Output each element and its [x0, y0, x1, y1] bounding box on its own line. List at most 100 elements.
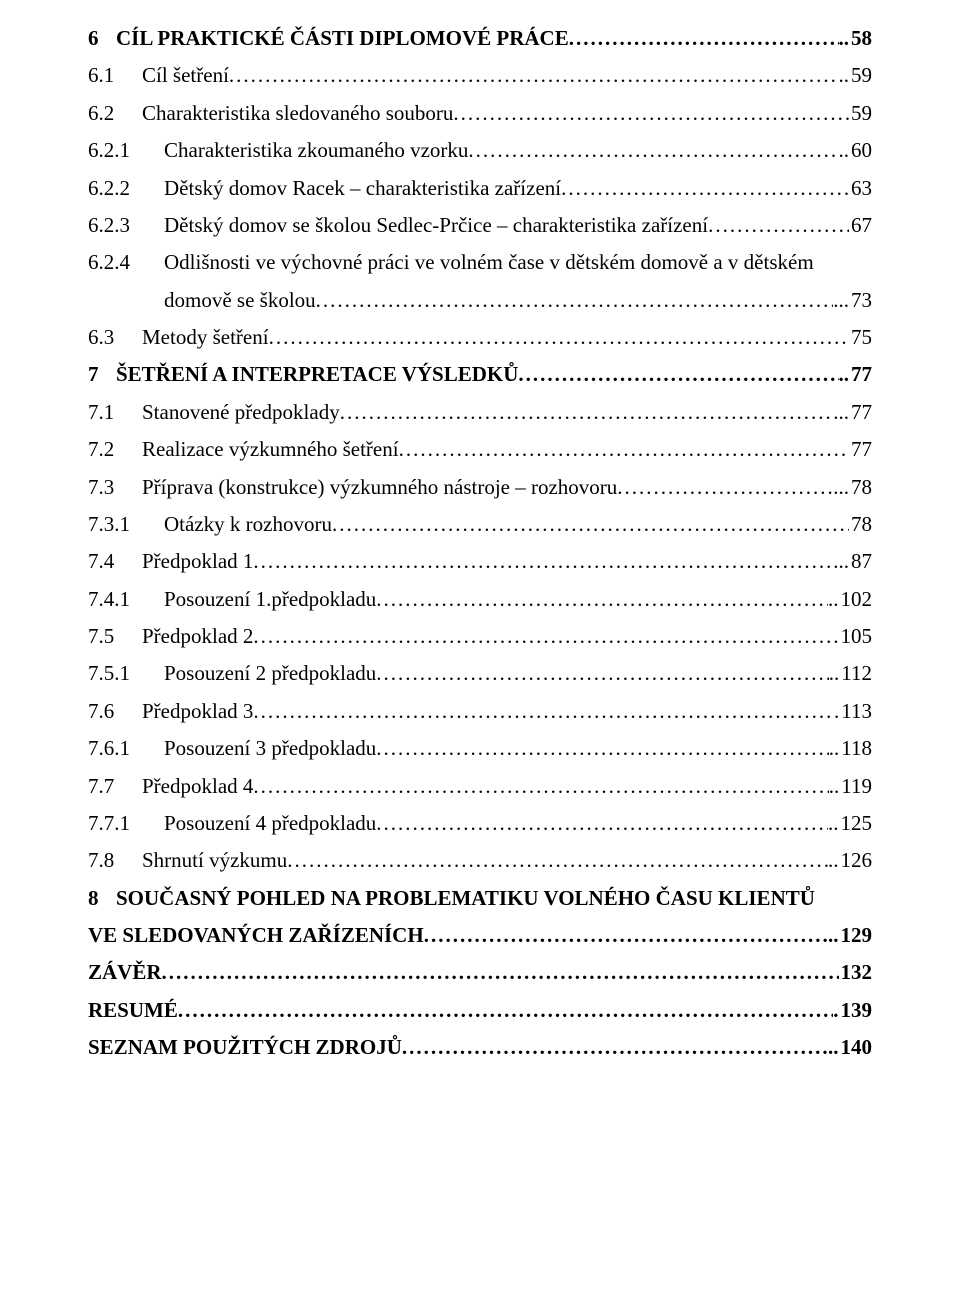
toc-leader: ........................................…: [287, 842, 828, 879]
toc-entry-continuation: domově se školou........................…: [88, 282, 872, 319]
toc-separator: ..: [828, 581, 839, 618]
toc-leader: ........................................…: [376, 581, 828, 618]
toc-entry: 7.6Předpoklad 3.........................…: [88, 693, 872, 730]
toc-entry-title: Otázky k rozhovoru: [164, 506, 332, 543]
toc-entry-page: 63: [849, 170, 872, 207]
toc-entry-number: 6: [88, 20, 116, 57]
toc-entry-number: 7.6.1: [88, 730, 164, 767]
toc-entry-number: 6.1: [88, 57, 142, 94]
toc-leader: ........................................…: [253, 768, 828, 805]
toc-leader: ........................................…: [402, 1029, 828, 1066]
toc-entry-number: 7.2: [88, 431, 142, 468]
toc-separator: ...: [833, 543, 849, 580]
toc-entry: 7.7.1Posouzení 4 předpokladu............…: [88, 805, 872, 842]
toc-entry: 7.4.1Posouzení 1.předpokladu............…: [88, 581, 872, 618]
document-page: 6CÍL PRAKTICKÉ ČÁSTI DIPLOMOVÉ PRÁCE....…: [0, 0, 960, 1289]
toc-entry-title: Posouzení 4 předpokladu: [164, 805, 376, 842]
toc-entry: 7.5.1Posouzení 2 předpokladu............…: [88, 655, 872, 692]
toc-leader: ........................................…: [569, 20, 839, 57]
toc-entry-number: 7.7: [88, 768, 142, 805]
toc-entry: 8SOUČASNÝ POHLED NA PROBLEMATIKU VOLNÉHO…: [88, 880, 872, 917]
toc-separator: ...: [833, 282, 849, 319]
toc-entry-page: 78: [849, 469, 872, 506]
toc-entry: 7.2Realizace výzkumného šetření.........…: [88, 431, 872, 468]
toc-leader: ........................................…: [340, 394, 834, 431]
toc-entry-page: 77: [849, 394, 872, 431]
toc-entry-title: Posouzení 2 předpokladu: [164, 655, 376, 692]
toc-entry: 6.2.2Dětský domov Racek – charakteristik…: [88, 170, 872, 207]
toc-entry-number: 7.3: [88, 469, 142, 506]
toc-entry-page: 67: [849, 207, 872, 244]
toc-entry: 6.2.3Dětský domov se školou Sedlec-Prčic…: [88, 207, 872, 244]
toc-entry-title: Charakteristika sledovaného souboru: [142, 95, 453, 132]
toc-entry-page: 140: [839, 1029, 873, 1066]
toc-separator: ..: [828, 917, 839, 954]
toc-entry-title: Dětský domov Racek – charakteristika zař…: [164, 170, 561, 207]
toc-entry: RESUMÉ..................................…: [88, 992, 872, 1029]
toc-entry: 6.2.1Charakteristika zkoumaného vzorku..…: [88, 132, 872, 169]
toc-entry-title: Předpoklad 1: [142, 543, 253, 580]
toc-leader: ........................................…: [424, 917, 828, 954]
toc-entry-number: 6.2.4: [88, 244, 164, 281]
toc-leader: ........................................…: [229, 57, 839, 94]
toc-leader: ........................................…: [376, 805, 828, 842]
toc-entry: 7.7Předpoklad 4.........................…: [88, 768, 872, 805]
toc-entry-title: Realizace výzkumného šetření: [142, 431, 399, 468]
toc-entry-page: 113: [839, 693, 872, 730]
toc-entry: 7ŠETŘENÍ A INTERPRETACE VÝSLEDKŮ........…: [88, 356, 872, 393]
toc-entry-number: 7.7.1: [88, 805, 164, 842]
toc-leader: ........................................…: [316, 282, 834, 319]
toc-entry-title: Předpoklad 3: [142, 693, 253, 730]
toc-entry-page: 118: [839, 730, 872, 767]
toc-entry-title: Posouzení 1.předpokladu: [164, 581, 376, 618]
toc-leader: ........................................…: [253, 618, 833, 655]
toc-separator: ..: [839, 57, 850, 94]
toc-entry: 6.2Charakteristika sledovaného souboru..…: [88, 95, 872, 132]
toc-entry: 6.2.4Odlišnosti ve výchovné práci ve vol…: [88, 244, 872, 281]
toc-leader: ........................................…: [178, 992, 833, 1029]
toc-entry-page: 102: [839, 581, 873, 618]
toc-entry-page: 125: [839, 805, 873, 842]
toc-entry-page: 59: [849, 57, 872, 94]
toc-entry-title: Shrnutí výzkumu: [142, 842, 287, 879]
toc-entry-page: 129: [839, 917, 873, 954]
toc-entry-page: 60: [849, 132, 872, 169]
toc-separator: ..: [828, 842, 839, 879]
toc-entry-title: Charakteristika zkoumaného vzorku: [164, 132, 468, 169]
toc-entry: ZÁVĚR...................................…: [88, 954, 872, 991]
toc-entry-number: 6.2.3: [88, 207, 164, 244]
toc-entry-title: SOUČASNÝ POHLED NA PROBLEMATIKU VOLNÉHO …: [116, 880, 815, 917]
toc-entry-cont-title: VE SLEDOVANÝCH ZAŘÍZENÍCH: [88, 917, 424, 954]
toc-leader: ........................................…: [376, 655, 828, 692]
toc-leader: ........................................…: [617, 469, 833, 506]
toc-entry-number: 6.2.1: [88, 132, 164, 169]
toc-separator: ..: [829, 768, 840, 805]
toc-entry: 7.3.1Otázky k rozhovoru.................…: [88, 506, 872, 543]
toc-entry-page: 126: [839, 842, 873, 879]
toc-entry-number: 7.6: [88, 693, 142, 730]
toc-entry-cont-title: domově se školou: [164, 282, 316, 319]
toc-entry-title: RESUMÉ: [88, 992, 178, 1029]
toc-entry: 6CÍL PRAKTICKÉ ČÁSTI DIPLOMOVÉ PRÁCE....…: [88, 20, 872, 57]
toc-entry-number: 8: [88, 880, 116, 917]
toc-separator: ..: [829, 730, 840, 767]
toc-entry-page: 119: [839, 768, 872, 805]
toc-entry: 7.1Stanovené předpoklady................…: [88, 394, 872, 431]
toc-entry-title: Stanovené předpoklady: [142, 394, 340, 431]
toc-entry-title: Dětský domov se školou Sedlec-Prčice – c…: [164, 207, 708, 244]
toc-entry-title: ŠETŘENÍ A INTERPRETACE VÝSLEDKŮ: [116, 356, 518, 393]
toc-entry-title: Cíl šetření: [142, 57, 229, 94]
toc-entry-page: 77: [849, 431, 872, 468]
toc-entry-page: 73: [849, 282, 872, 319]
toc-entry-page: 58: [849, 20, 872, 57]
toc-entry-page: 132: [839, 954, 873, 991]
toc-separator: ..: [829, 655, 840, 692]
toc-entry: 6.3Metody šetření.......................…: [88, 319, 872, 356]
toc-leader: ........................................…: [332, 506, 849, 543]
toc-leader: ........................................…: [253, 543, 833, 580]
toc-entry-title: CÍL PRAKTICKÉ ČÁSTI DIPLOMOVÉ PRÁCE: [116, 20, 569, 57]
toc-entry-page: 78: [849, 506, 872, 543]
toc-entry-title: Odlišnosti ve výchovné práci ve volném č…: [164, 244, 814, 281]
toc-entry-page: 105: [839, 618, 873, 655]
toc-entry-title: SEZNAM POUŽITÝCH ZDROJŮ: [88, 1029, 402, 1066]
